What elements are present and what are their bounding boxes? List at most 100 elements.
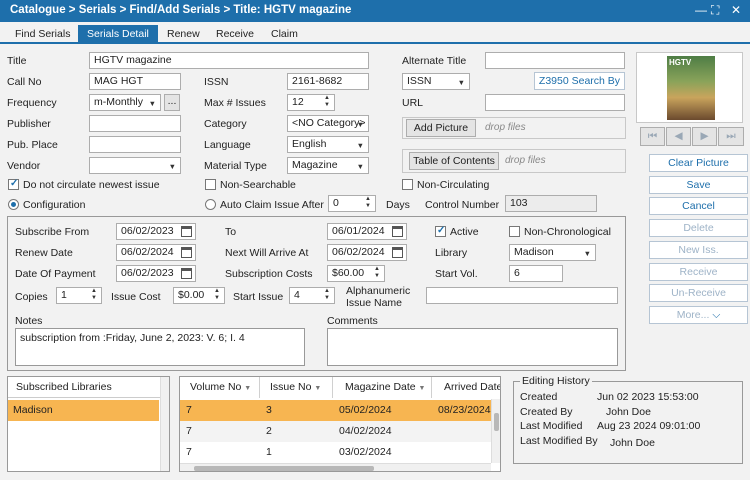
subscription-costs-stepper[interactable]: $60.00 (327, 265, 385, 282)
frequency-more-button[interactable]: ... (164, 94, 180, 111)
issn-input[interactable]: 2161-8682 (287, 73, 369, 90)
category-select[interactable]: <NO Category> (287, 115, 369, 132)
tab-serials-detail[interactable]: Serials Detail (78, 25, 158, 43)
publisher-input[interactable] (89, 115, 181, 132)
last-icon[interactable]: ⏭ (718, 127, 744, 146)
prev-icon[interactable]: ◀ (666, 127, 691, 146)
z3950-search-button[interactable]: Z3950 Search By (534, 72, 625, 90)
start-vol-input[interactable]: 6 (509, 265, 563, 282)
picture-drop-zone[interactable]: Add Picture drop files (402, 117, 626, 139)
no-circ-newest-checkbox[interactable] (8, 178, 19, 190)
pub-place-input[interactable] (89, 136, 181, 153)
delete-button[interactable]: Delete (649, 219, 748, 237)
next-arrive-label: Next Will Arrive At (225, 247, 309, 259)
column-header-issue[interactable]: Issue No ▼ (260, 377, 333, 398)
column-header-volume[interactable]: Volume No ▼ (180, 377, 260, 398)
more-button[interactable]: More... ⌵ (649, 306, 748, 324)
subscribed-libraries-header: Subscribed Libraries (8, 377, 160, 398)
new-issue-button[interactable]: New Iss. (649, 241, 748, 259)
renew-date[interactable]: 06/02/2024 (116, 244, 196, 261)
last-modified-by-label: Last Modified By (520, 435, 598, 447)
toc-drop-zone[interactable]: Table of Contents drop files (402, 149, 626, 173)
tab-find-serials[interactable]: Find Serials (15, 28, 71, 40)
table-cell (432, 442, 491, 463)
tab-receive[interactable]: Receive (216, 28, 254, 40)
next-arrive-date[interactable]: 06/02/2024 (327, 244, 407, 261)
library-list-item[interactable]: Madison (8, 400, 159, 421)
chevron-down-icon: ▼ (244, 385, 252, 392)
language-select[interactable]: English (287, 136, 369, 153)
url-label: URL (402, 97, 424, 109)
add-picture-button[interactable]: Add Picture (406, 119, 476, 137)
alternate-title-input[interactable] (485, 52, 625, 69)
comments-textarea[interactable] (327, 328, 618, 366)
chevron-down-icon: ▼ (418, 385, 426, 392)
table-of-contents-button[interactable]: Table of Contents (409, 152, 499, 170)
non-chronological-label: Non-Chronological (524, 226, 611, 238)
callno-input[interactable]: MAG HGT (89, 73, 181, 90)
vendor-label: Vendor (7, 160, 41, 172)
issn-type-select[interactable]: ISSN (402, 73, 470, 90)
tab-claim[interactable]: Claim (271, 28, 298, 40)
subscribe-from-date[interactable]: 06/02/2023 (116, 223, 196, 240)
non-chronological-checkbox[interactable] (509, 226, 520, 237)
scrollbar-thumb[interactable] (494, 413, 499, 431)
renew-date-label: Renew Date (15, 247, 73, 259)
date-of-payment-date[interactable]: 06/02/2023 (116, 265, 196, 282)
created-value: Jun 02 2023 15:53:00 (597, 391, 699, 403)
max-issues-stepper[interactable]: 12 (287, 94, 335, 111)
clear-picture-button[interactable]: Clear Picture (649, 154, 748, 172)
alphanumeric-issue-name-input[interactable] (426, 287, 618, 304)
restore-icon[interactable]: ⛶ (711, 3, 720, 17)
copies-stepper[interactable]: 1 (56, 287, 102, 304)
receive-button[interactable]: Receive (649, 263, 748, 281)
material-type-select[interactable]: Magazine (287, 157, 369, 174)
column-header-arrived-date[interactable]: Arrived Date (432, 377, 500, 398)
chevron-down-icon: ⌵ (712, 309, 721, 321)
frequency-select[interactable]: m-Monthly (89, 94, 161, 111)
save-button[interactable]: Save (649, 176, 748, 194)
calendar-icon[interactable] (392, 247, 403, 258)
tab-renew[interactable]: Renew (167, 28, 200, 40)
next-icon[interactable]: ▶ (692, 127, 717, 146)
title-input[interactable]: HGTV magazine (89, 52, 369, 69)
configuration-radio[interactable] (8, 199, 19, 210)
start-issue-stepper[interactable]: 4 (289, 287, 335, 304)
cancel-button[interactable]: Cancel (649, 197, 748, 215)
calendar-icon[interactable] (181, 268, 192, 279)
minimize-icon[interactable]: — (695, 3, 707, 17)
non-searchable-checkbox[interactable] (205, 179, 216, 190)
table-horizontal-scrollbar[interactable] (180, 463, 491, 471)
max-issues-label: Max # Issues (204, 97, 266, 109)
non-circulating-label: Non-Circulating (417, 179, 490, 191)
calendar-icon[interactable] (181, 247, 192, 258)
url-input[interactable] (485, 94, 625, 111)
table-vertical-scrollbar[interactable] (491, 399, 500, 463)
active-checkbox[interactable] (435, 225, 446, 237)
created-label: Created (520, 391, 558, 403)
table-row[interactable]: 7 3 05/02/2024 08/23/2024 (180, 400, 491, 421)
calendar-icon[interactable] (181, 226, 192, 237)
calendar-icon[interactable] (392, 226, 403, 237)
scrollbar-thumb[interactable] (194, 466, 374, 471)
to-date[interactable]: 06/01/2024 (327, 223, 407, 240)
close-icon[interactable]: ✕ (731, 3, 742, 17)
cover-image-frame: HGTV (636, 52, 743, 123)
first-icon[interactable]: ⏮ (640, 127, 665, 146)
vendor-select[interactable] (89, 157, 181, 174)
un-receive-button[interactable]: Un-Receive (649, 284, 748, 302)
library-select[interactable]: Madison (509, 244, 596, 261)
language-label: Language (204, 139, 251, 151)
start-issue-label: Start Issue (233, 291, 284, 303)
auto-claim-radio[interactable] (205, 199, 216, 210)
non-circulating-checkbox[interactable] (402, 179, 413, 190)
auto-claim-days-stepper[interactable]: 0 (328, 195, 376, 212)
configuration-label: Configuration (23, 199, 86, 211)
library-scrollbar[interactable] (160, 377, 169, 471)
table-row[interactable]: 7 1 03/02/2024 (180, 442, 491, 463)
column-label: Volume No (190, 381, 242, 393)
notes-textarea[interactable]: subscription from :Friday, June 2, 2023:… (15, 328, 305, 366)
table-row[interactable]: 7 2 04/02/2024 (180, 421, 491, 442)
issue-cost-stepper[interactable]: $0.00 (173, 287, 225, 304)
column-header-magazine-date[interactable]: Magazine Date ▼ (333, 377, 432, 398)
